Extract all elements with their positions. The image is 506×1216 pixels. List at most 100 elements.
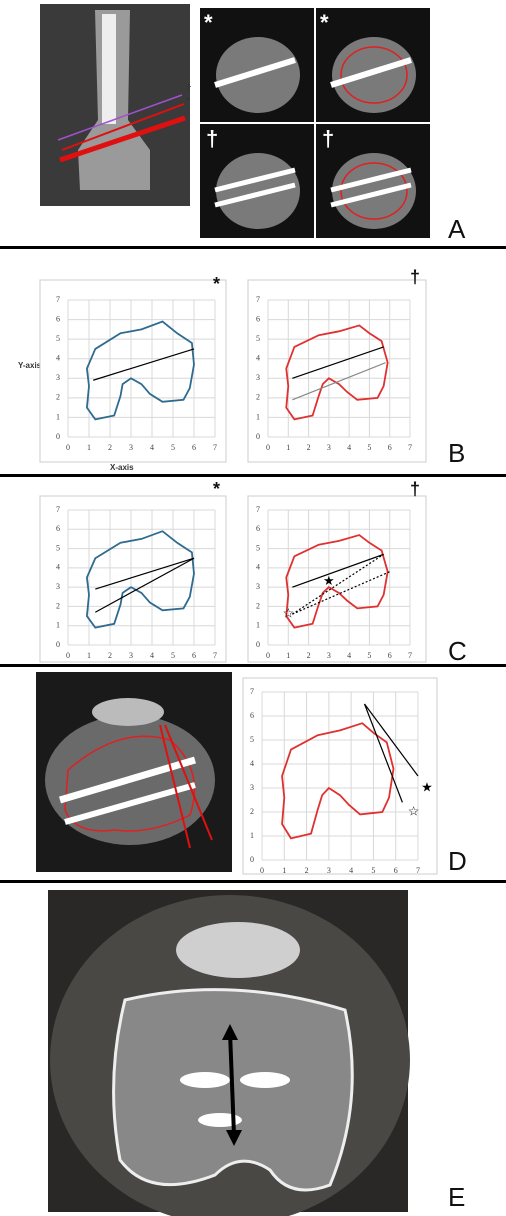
a-symbol: * bbox=[320, 10, 329, 35]
x-tick-label: 4 bbox=[347, 443, 351, 452]
y-tick-label: 7 bbox=[56, 295, 60, 304]
y-tick-label: 0 bbox=[56, 432, 60, 441]
x-tick-label: 7 bbox=[416, 866, 420, 875]
x-tick-label: 3 bbox=[327, 866, 331, 875]
x-axis-title: X-axis bbox=[110, 463, 134, 472]
line bbox=[93, 348, 195, 381]
x-tick-label: 3 bbox=[129, 651, 133, 660]
corner-mark: † bbox=[410, 479, 420, 499]
line bbox=[292, 346, 384, 379]
a-side-mark: † bbox=[186, 84, 192, 95]
screw bbox=[59, 756, 196, 804]
line bbox=[95, 557, 195, 613]
outline bbox=[285, 324, 389, 421]
y-tick-label: 7 bbox=[250, 687, 254, 696]
outline bbox=[85, 530, 195, 629]
panel-label: B bbox=[448, 438, 465, 468]
y-tick-label: 2 bbox=[56, 393, 60, 402]
y-tick-label: 7 bbox=[56, 505, 60, 514]
y-tick-label: 2 bbox=[256, 601, 260, 610]
x-tick-label: 6 bbox=[388, 651, 392, 660]
a-symbol: † bbox=[206, 126, 218, 151]
patella bbox=[92, 698, 164, 726]
x-tick-label: 1 bbox=[87, 651, 91, 660]
arrow-heads bbox=[222, 1024, 242, 1146]
x-tick-label: 7 bbox=[213, 443, 217, 452]
panel-label: E bbox=[448, 1182, 465, 1212]
y-tick-label: 7 bbox=[256, 295, 260, 304]
line bbox=[292, 571, 390, 615]
x-tick-label: 2 bbox=[307, 651, 311, 660]
line bbox=[95, 557, 195, 590]
y-tick-label: 4 bbox=[256, 354, 260, 363]
x-tick-label: 5 bbox=[171, 651, 175, 660]
separator bbox=[0, 664, 506, 667]
x-tick-label: 1 bbox=[282, 866, 286, 875]
x-tick-label: 3 bbox=[327, 443, 331, 452]
x-tick-label: 0 bbox=[266, 651, 270, 660]
y-tick-label: 1 bbox=[56, 621, 60, 630]
outline bbox=[85, 320, 195, 421]
x-tick-label: 0 bbox=[260, 866, 264, 875]
x-tick-label: 6 bbox=[192, 651, 196, 660]
y-tick-label: 5 bbox=[256, 334, 260, 343]
line bbox=[364, 703, 419, 777]
outline bbox=[281, 722, 395, 840]
panel-label: D bbox=[448, 846, 467, 876]
x-tick-label: 6 bbox=[388, 443, 392, 452]
corner-mark: * bbox=[213, 479, 220, 499]
y-tick-label: 5 bbox=[256, 543, 260, 552]
x-tick-label: 1 bbox=[87, 443, 91, 452]
plot-box bbox=[247, 279, 427, 463]
y-tick-label: 6 bbox=[256, 314, 260, 323]
y-tick-label: 7 bbox=[256, 505, 260, 514]
y-tick-label: 6 bbox=[56, 524, 60, 533]
panel-label: A bbox=[448, 214, 466, 244]
y-tick-label: 5 bbox=[250, 735, 254, 744]
x-tick-label: 7 bbox=[408, 443, 412, 452]
y-tick-label: 3 bbox=[256, 582, 260, 591]
x-tick-label: 5 bbox=[171, 443, 175, 452]
y-tick-label: 2 bbox=[250, 807, 254, 816]
separator bbox=[0, 474, 506, 477]
y-tick-label: 4 bbox=[56, 563, 60, 572]
screw-hole bbox=[198, 1113, 242, 1127]
x-tick-label: 5 bbox=[371, 866, 375, 875]
marker: ☆ bbox=[282, 606, 294, 621]
a-symbol: † bbox=[322, 126, 334, 151]
red-line bbox=[159, 724, 191, 849]
screw-hole bbox=[240, 1072, 290, 1088]
y-tick-label: 1 bbox=[250, 831, 254, 840]
y-axis-title: Y-axis bbox=[18, 361, 42, 370]
x-tick-label: 7 bbox=[408, 651, 412, 660]
x-tick-label: 6 bbox=[192, 443, 196, 452]
x-tick-label: 3 bbox=[327, 651, 331, 660]
y-tick-label: 1 bbox=[256, 412, 260, 421]
x-tick-label: 5 bbox=[367, 651, 371, 660]
patella bbox=[176, 922, 300, 978]
marker: ★ bbox=[323, 573, 335, 588]
plot-box bbox=[247, 495, 427, 663]
x-tick-label: 4 bbox=[150, 651, 154, 660]
x-tick-label: 4 bbox=[347, 651, 351, 660]
x-tick-label: 1 bbox=[286, 651, 290, 660]
ct-grid bbox=[200, 8, 430, 238]
purple-line bbox=[57, 94, 183, 141]
screw-hole bbox=[180, 1072, 230, 1088]
line bbox=[292, 362, 386, 401]
plate bbox=[102, 14, 116, 124]
y-tick-label: 0 bbox=[56, 640, 60, 649]
x-tick-label: 5 bbox=[367, 443, 371, 452]
y-tick-label: 6 bbox=[250, 711, 254, 720]
x-tick-label: 0 bbox=[66, 443, 70, 452]
marker: ☆ bbox=[408, 803, 420, 818]
corner-mark: * bbox=[213, 274, 220, 294]
x-tick-label: 2 bbox=[305, 866, 309, 875]
y-tick-label: 6 bbox=[56, 314, 60, 323]
red-outline bbox=[64, 735, 196, 832]
y-tick-label: 3 bbox=[56, 582, 60, 591]
a-symbol: * bbox=[204, 10, 213, 35]
y-tick-label: 2 bbox=[56, 601, 60, 610]
line bbox=[363, 703, 403, 803]
